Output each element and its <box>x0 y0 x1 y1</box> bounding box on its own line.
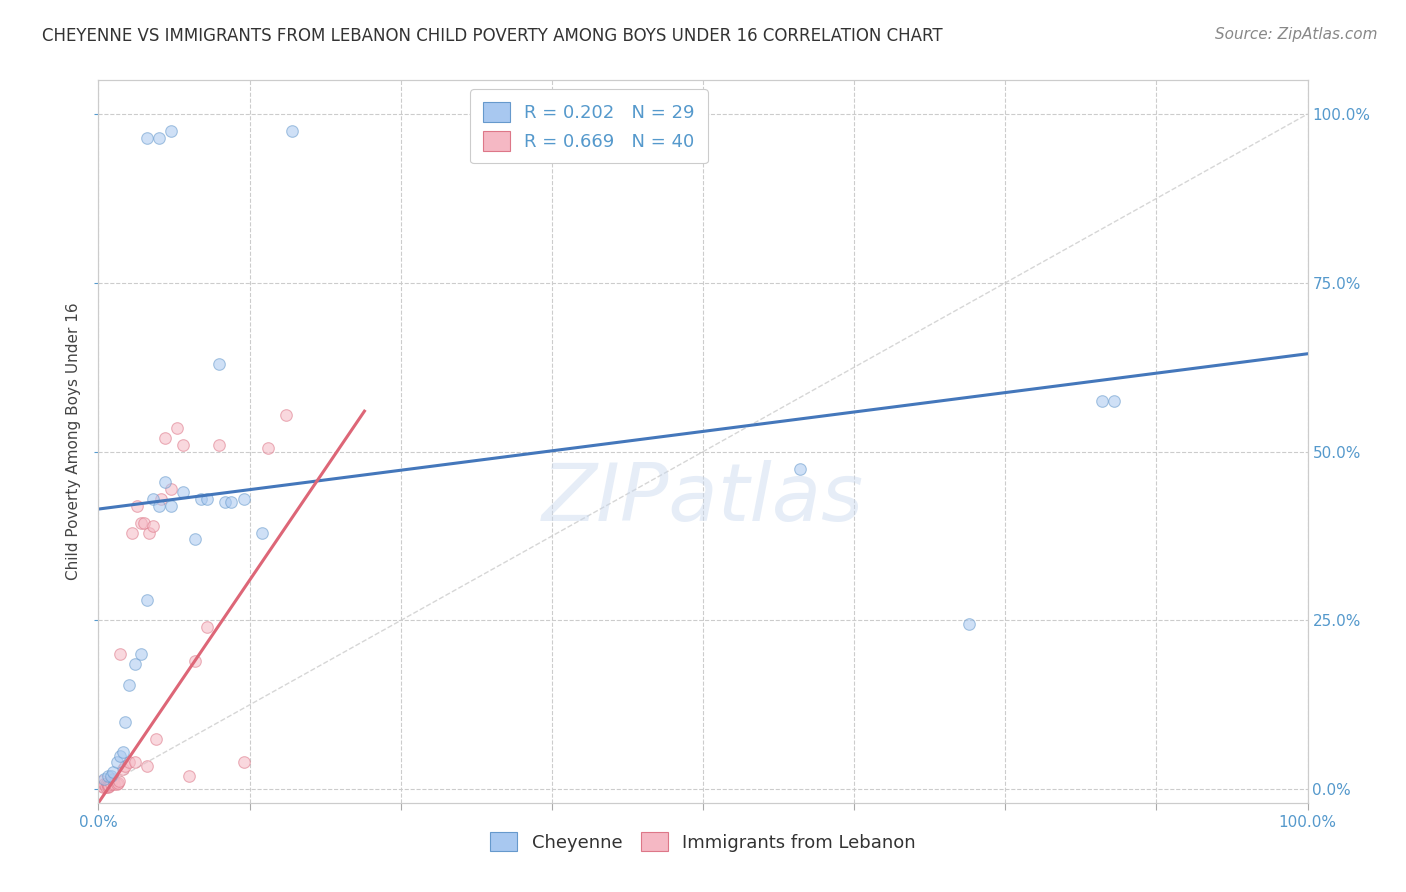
Point <box>172 485 194 500</box>
Point <box>153 431 176 445</box>
Point <box>1091 394 1114 409</box>
Point <box>789 461 811 475</box>
Point <box>208 357 231 371</box>
Point <box>135 593 157 607</box>
Point <box>105 777 128 791</box>
Point <box>160 499 183 513</box>
Point <box>98 779 121 793</box>
Point <box>105 756 128 770</box>
Point <box>142 491 165 506</box>
Point <box>1102 394 1125 409</box>
Point <box>124 756 146 770</box>
Point <box>94 780 117 794</box>
Point <box>93 772 115 787</box>
Point <box>97 780 120 795</box>
Point <box>103 777 125 791</box>
Text: ZIPatlas: ZIPatlas <box>541 460 865 539</box>
Legend: Cheyenne, Immigrants from Lebanon: Cheyenne, Immigrants from Lebanon <box>484 825 922 859</box>
Point <box>121 525 143 540</box>
Point <box>160 124 183 138</box>
Point <box>166 421 188 435</box>
Point <box>118 678 141 692</box>
Point <box>142 519 165 533</box>
Point <box>195 620 218 634</box>
Point <box>184 533 207 547</box>
Y-axis label: Child Poverty Among Boys Under 16: Child Poverty Among Boys Under 16 <box>66 302 82 581</box>
Point <box>124 657 146 672</box>
Point <box>148 130 170 145</box>
Point <box>114 758 136 772</box>
Point <box>195 491 218 506</box>
Point <box>281 124 304 138</box>
Point <box>250 525 273 540</box>
Point <box>97 778 120 792</box>
Text: Source: ZipAtlas.com: Source: ZipAtlas.com <box>1215 27 1378 42</box>
Point <box>114 714 136 729</box>
Point <box>91 779 114 793</box>
Point <box>127 499 149 513</box>
Point <box>96 775 118 789</box>
Point <box>108 748 131 763</box>
Point <box>129 647 152 661</box>
Point <box>100 777 122 791</box>
Point <box>91 774 114 789</box>
Point <box>160 482 183 496</box>
Point <box>118 756 141 770</box>
Point <box>111 745 134 759</box>
Text: CHEYENNE VS IMMIGRANTS FROM LEBANON CHILD POVERTY AMONG BOYS UNDER 16 CORRELATIO: CHEYENNE VS IMMIGRANTS FROM LEBANON CHIL… <box>42 27 943 45</box>
Point <box>111 762 134 776</box>
Point <box>232 756 254 770</box>
Point <box>179 769 201 783</box>
Point <box>274 408 297 422</box>
Point <box>101 765 124 780</box>
Point <box>184 654 207 668</box>
Point <box>135 130 157 145</box>
Point <box>153 475 176 489</box>
Point <box>129 516 152 530</box>
Point <box>957 616 980 631</box>
Point <box>108 774 131 789</box>
Point <box>145 731 167 746</box>
Point <box>190 491 212 506</box>
Point <box>135 758 157 772</box>
Point <box>97 769 120 783</box>
Point <box>91 780 114 795</box>
Point <box>93 777 115 791</box>
Point <box>134 516 156 530</box>
Point <box>208 438 231 452</box>
Point <box>107 775 129 789</box>
Point <box>138 525 160 540</box>
Point <box>100 769 122 783</box>
Point <box>232 491 254 506</box>
Point <box>221 495 243 509</box>
Point <box>150 491 173 506</box>
Point <box>172 438 194 452</box>
Point <box>101 772 124 787</box>
Point <box>148 499 170 513</box>
Point <box>256 442 278 456</box>
Point <box>214 495 236 509</box>
Point <box>108 647 131 661</box>
